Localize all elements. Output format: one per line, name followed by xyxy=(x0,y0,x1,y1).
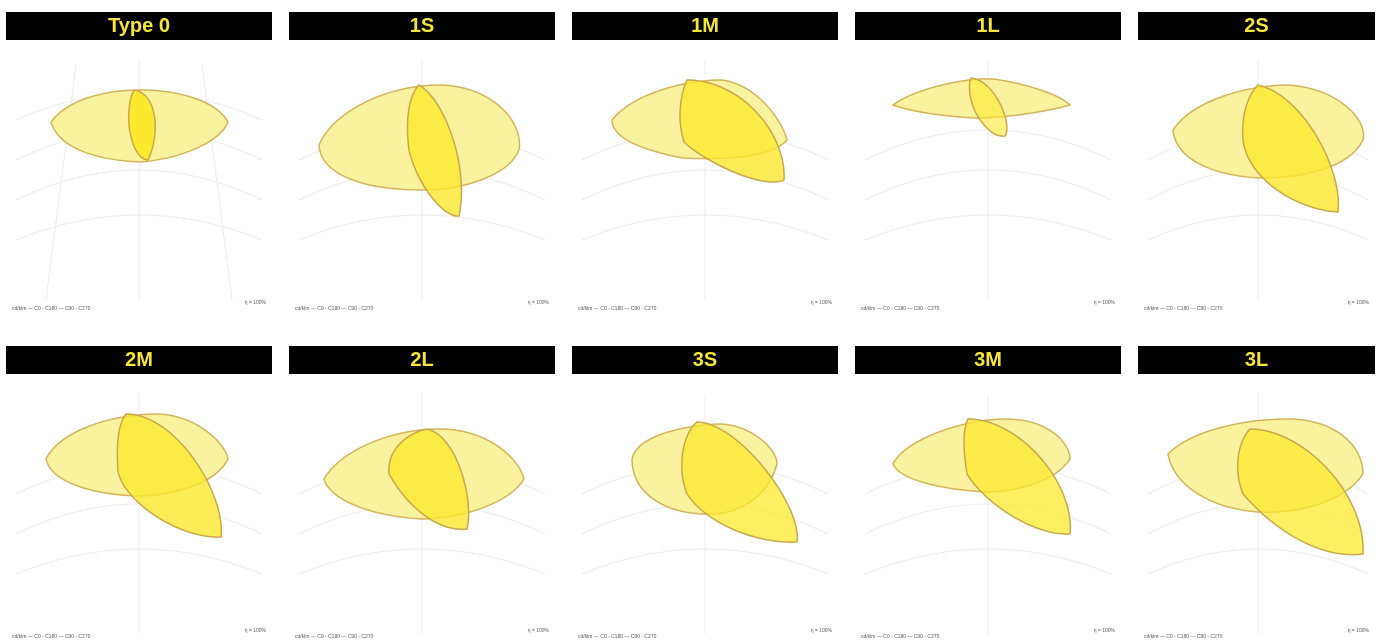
distribution-lobe-c90-c270 xyxy=(1241,84,1340,213)
panel-title: 1M xyxy=(572,12,838,40)
legend: cd/klm — C0 - C180 — C90 - C270 xyxy=(295,306,374,312)
panel-3s: 3S cd/klm — C0 - C180 — C90 - C270 η = 1… xyxy=(572,346,838,642)
efficiency-label: η = 100% xyxy=(1347,300,1369,306)
panel-1m: 1M cd/klm — C0 - C180 — C90 - C270 η = 1… xyxy=(572,12,838,314)
polar-plot xyxy=(289,40,555,314)
panel-3m: 3M cd/klm — C0 - C180 — C90 - C270 η = 1… xyxy=(855,346,1121,642)
panel-title: 2S xyxy=(1138,12,1375,40)
panel-title: Type 0 xyxy=(6,12,272,40)
distribution-lobe-c90-c270 xyxy=(406,84,463,217)
distribution-lobe-c90-c270 xyxy=(963,418,1071,535)
efficiency-label: η = 100% xyxy=(1347,628,1369,634)
panel-1l: 1L cd/klm — C0 - C180 — C90 - C270 η = 1… xyxy=(855,12,1121,314)
efficiency-label: η = 100% xyxy=(527,628,549,634)
polar-plot xyxy=(572,374,838,642)
polar-plot xyxy=(572,40,838,314)
efficiency-label: η = 100% xyxy=(1093,300,1115,306)
legend: cd/klm — C0 - C180 — C90 - C270 xyxy=(295,634,374,640)
polar-plot xyxy=(1138,374,1375,642)
efficiency-label: η = 100% xyxy=(244,300,266,306)
panel-2l: 2L cd/klm — C0 - C180 — C90 - C270 η = 1… xyxy=(289,346,555,642)
efficiency-label: η = 100% xyxy=(810,300,832,306)
panel-title: 3L xyxy=(1138,346,1375,374)
legend: cd/klm — C0 - C180 — C90 - C270 xyxy=(861,634,940,640)
distribution-lobe-c90-c270 xyxy=(116,413,222,538)
efficiency-label: η = 100% xyxy=(1093,628,1115,634)
polar-plot xyxy=(855,374,1121,642)
efficiency-label: η = 100% xyxy=(810,628,832,634)
panel-2m: 2M cd/klm — C0 - C180 — C90 - C270 η = 1… xyxy=(6,346,272,642)
legend: cd/klm — C0 - C180 — C90 - C270 xyxy=(861,306,940,312)
panel-title: 3M xyxy=(855,346,1121,374)
panel-1s: 1S cd/klm — C0 - C180 — C90 - C270 η = 1… xyxy=(289,12,555,314)
legend: cd/klm — C0 - C180 — C90 - C270 xyxy=(1144,306,1223,312)
legend: cd/klm — C0 - C180 — C90 - C270 xyxy=(578,634,657,640)
distribution-lobe-c90-c270 xyxy=(128,89,156,161)
legend: cd/klm — C0 - C180 — C90 - C270 xyxy=(1144,634,1223,640)
panel-2s: 2S cd/klm — C0 - C180 — C90 - C270 η = 1… xyxy=(1138,12,1375,314)
distribution-lobe-c90-c270 xyxy=(1236,428,1364,556)
efficiency-label: η = 100% xyxy=(244,628,266,634)
legend: cd/klm — C0 - C180 — C90 - C270 xyxy=(12,634,91,640)
panel-title: 2M xyxy=(6,346,272,374)
polar-plot xyxy=(6,374,272,642)
polar-plot xyxy=(289,374,555,642)
panel-type-0: Type 0 cd/klm — C0 - C180 — C90 - C270 η… xyxy=(6,12,272,314)
panel-title: 1L xyxy=(855,12,1121,40)
polar-plot xyxy=(855,40,1121,314)
distribution-lobe-c90-c270 xyxy=(679,79,785,183)
polar-plot xyxy=(6,40,272,314)
efficiency-label: η = 100% xyxy=(527,300,549,306)
panel-title: 2L xyxy=(289,346,555,374)
distribution-lobe-c90-c270 xyxy=(681,421,798,543)
distribution-lobe-c90-c270 xyxy=(968,77,1008,137)
panel-title: 1S xyxy=(289,12,555,40)
panel-title: 3S xyxy=(572,346,838,374)
panel-3l: 3L cd/klm — C0 - C180 — C90 - C270 η = 1… xyxy=(1138,346,1375,642)
legend: cd/klm — C0 - C180 — C90 - C270 xyxy=(578,306,657,312)
legend: cd/klm — C0 - C180 — C90 - C270 xyxy=(12,306,91,312)
polar-plot xyxy=(1138,40,1375,314)
distribution-lobe-c90-c270 xyxy=(388,428,470,530)
